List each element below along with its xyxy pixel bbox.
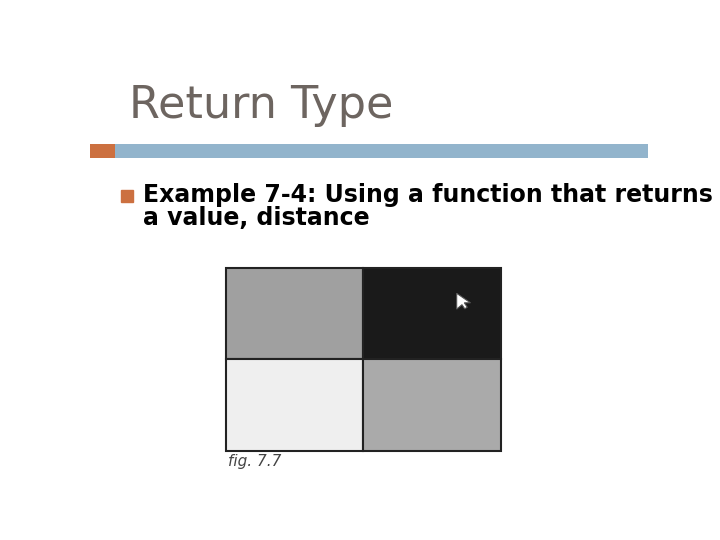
- Bar: [363, 268, 500, 359]
- Text: Return Type: Return Type: [129, 84, 393, 126]
- Bar: [225, 359, 363, 451]
- Bar: [90, 144, 115, 158]
- Bar: [121, 190, 133, 201]
- Text: Example 7-4: Using a function that returns: Example 7-4: Using a function that retur…: [143, 183, 713, 207]
- Text: fig. 7.7: fig. 7.7: [228, 454, 282, 469]
- Bar: [363, 359, 500, 451]
- Bar: [225, 268, 363, 359]
- Text: a value, distance: a value, distance: [143, 206, 369, 230]
- Bar: [115, 144, 648, 158]
- Polygon shape: [456, 293, 470, 309]
